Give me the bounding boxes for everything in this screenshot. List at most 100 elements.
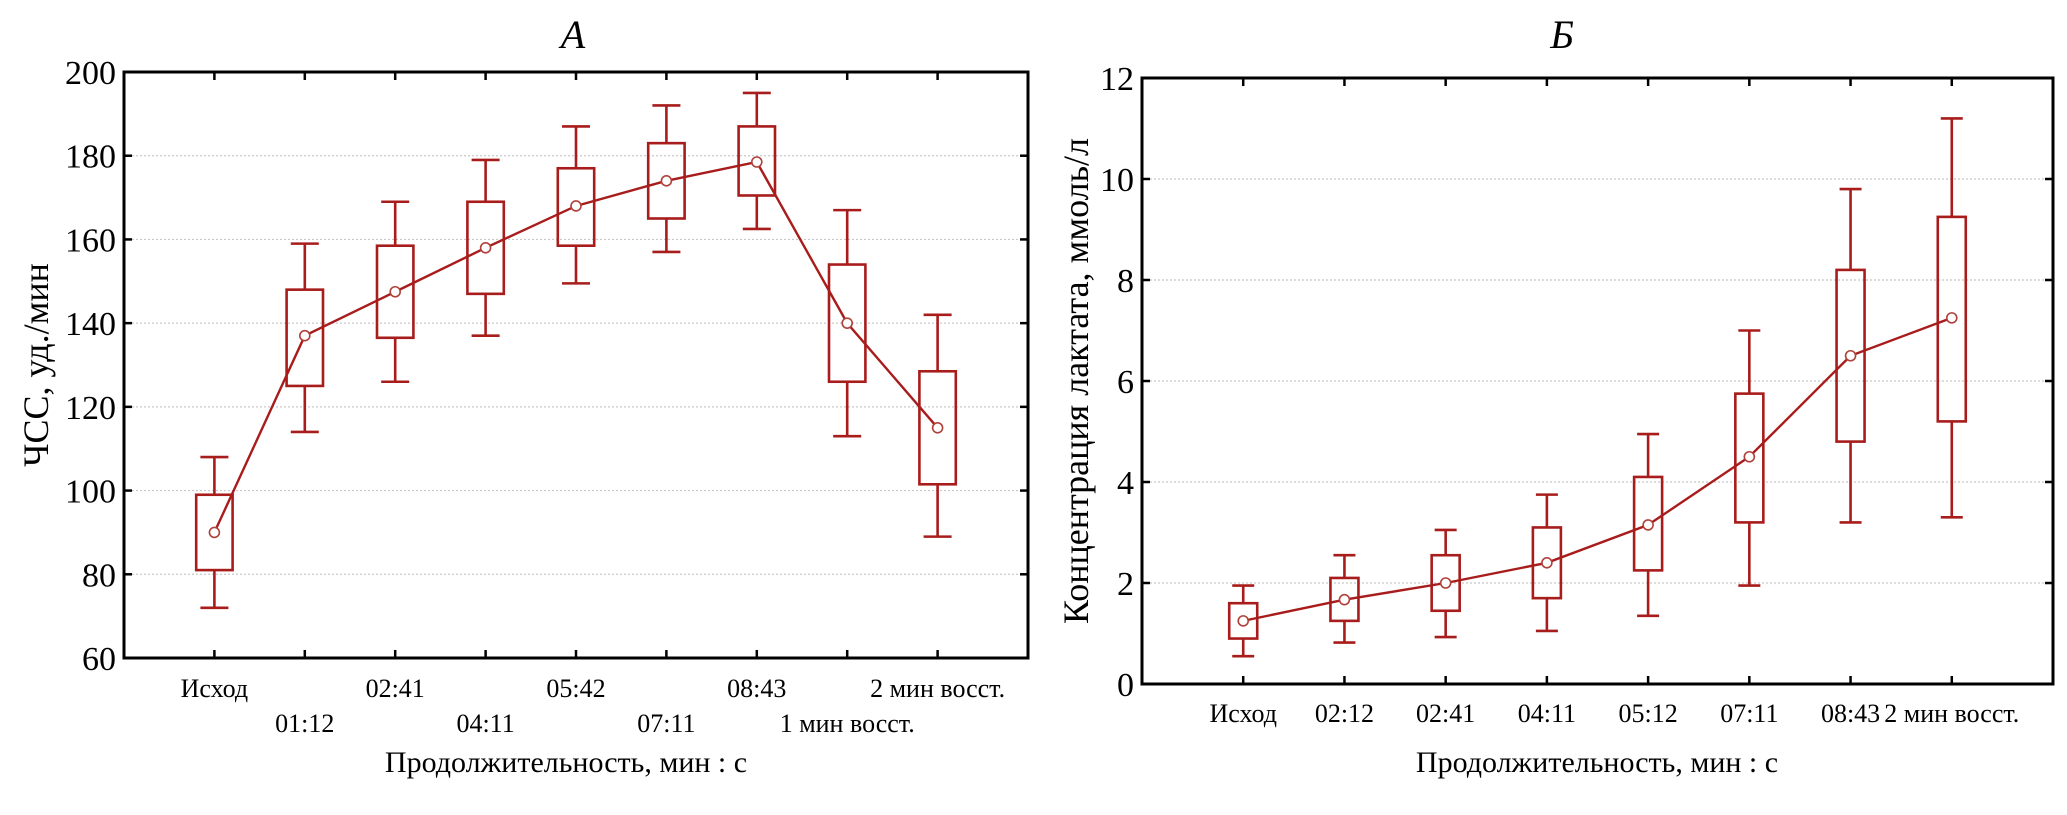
box (737, 125, 777, 197)
y-tick-label: 10 (1100, 162, 1134, 199)
box-plot (1329, 553, 1360, 644)
mean-line-b (1242, 316, 1953, 623)
mean-point (1541, 556, 1553, 569)
box (1936, 215, 1968, 423)
box (918, 369, 958, 486)
box (375, 244, 415, 340)
mean-points-a (208, 156, 944, 539)
mean-points-b (1237, 312, 1958, 627)
box-plot (556, 125, 596, 285)
box (1329, 576, 1360, 623)
box (194, 493, 234, 572)
x-tick-label: 02:41 (366, 674, 425, 703)
box (646, 141, 686, 220)
x-tick-labels-a: Исход 01:12 02:41 04:11 05:42 07:11 08:43 1 мин… (181, 674, 1005, 738)
box-plot (1632, 432, 1664, 618)
box (1531, 526, 1563, 600)
x-tick-labels-b: Исход 02:12 02:41 04:11 05:12 07:11 08:43 2 мин… (1209, 699, 2019, 728)
box-plot (646, 104, 686, 254)
plot-frame-a (122, 70, 1030, 660)
x-tick-label: 01:12 (275, 709, 334, 738)
x-tick-label: 08:43 (1821, 699, 1880, 728)
mean-point (389, 285, 402, 298)
box (1835, 268, 1866, 443)
x-tick-label: Исход (181, 674, 248, 703)
box-plot (285, 242, 325, 434)
x-tick-label: 2 мин восст. (1884, 699, 2019, 728)
x-tick-label: 02:12 (1315, 699, 1374, 728)
boxes-b (1227, 117, 1968, 658)
box-plot (827, 208, 867, 438)
box (285, 288, 325, 388)
y-tick-label: 60 (82, 641, 116, 678)
mean-point (570, 200, 582, 212)
y-tick-label: 0 (1117, 667, 1134, 704)
chart-panel-b: Б 0 2 4 6 8 10 12 Исход 02:12 02:41 04:11 05:12 07:… (1056, 12, 2055, 779)
y-tick-label: 120 (65, 390, 116, 427)
box (556, 166, 596, 248)
y-tick-label: 180 (65, 139, 116, 176)
box-plot (1227, 584, 1259, 658)
box-plot (194, 455, 234, 610)
mean-point (1945, 312, 1958, 324)
y-tick-label: 8 (1117, 263, 1134, 300)
box (1430, 553, 1461, 613)
box (1632, 475, 1664, 572)
x-axis-label-b: Продолжительность, мин : с (1416, 746, 1778, 779)
x-axis-label-a: Продолжительность, мин : с (385, 746, 747, 779)
mean-point (1743, 450, 1756, 463)
y-tick-label: 140 (65, 306, 116, 343)
x-tick-label: 04:11 (1518, 699, 1576, 728)
y-tick-label: 12 (1100, 61, 1134, 98)
x-tick-label: 08:43 (727, 674, 786, 703)
mean-point (1338, 593, 1351, 606)
x-tick-label: 2 мин восст. (870, 674, 1005, 703)
box (466, 200, 506, 296)
y-axis-label-a: ЧСС, уд./мин (16, 263, 56, 467)
y-tick-label: 4 (1117, 465, 1134, 502)
y-tick-label: 160 (65, 222, 116, 259)
x-tick-label: 04:11 (456, 709, 514, 738)
mean-point (841, 317, 854, 329)
mean-point (208, 526, 221, 539)
box-plot (737, 91, 777, 231)
box-plot (1936, 117, 1968, 519)
y-tick-label: 2 (1117, 566, 1134, 603)
box (1734, 392, 1765, 524)
x-tick-label: Исход (1209, 699, 1276, 728)
mean-point (660, 175, 673, 187)
y-axis-label-b: Концентрация лактата, ммоль/л (1056, 138, 1096, 624)
box-plot (1430, 528, 1461, 639)
box (827, 263, 867, 384)
y-tick-label: 100 (65, 474, 116, 511)
mean-point (931, 421, 944, 434)
mean-point (1439, 577, 1452, 589)
gridlines-a (124, 155, 1028, 575)
mean-point (1237, 615, 1250, 627)
box-plot (1734, 329, 1765, 587)
boxes-a (194, 91, 958, 610)
mean-point (1642, 519, 1654, 531)
mean-point (1844, 349, 1857, 362)
x-tick-label: 07:11 (1720, 699, 1778, 728)
box-plot (466, 158, 506, 338)
gridlines-b (1142, 178, 2053, 584)
mean-point (298, 329, 311, 342)
x-tick-label: 05:42 (546, 674, 605, 703)
mean-point (750, 156, 763, 168)
x-tick-label: 05:12 (1618, 699, 1677, 728)
x-tick-label: 07:11 (637, 709, 695, 738)
box-plot (375, 200, 415, 384)
y-tick-labels-b: 0 2 4 6 8 10 12 (1100, 61, 1134, 704)
mean-point (479, 242, 492, 254)
box (1227, 601, 1259, 640)
y-tick-labels-a: 60 80 100 120 140 160 180 200 (65, 55, 116, 678)
x-tick-label: 1 мин восст. (780, 709, 915, 738)
y-tick-label: 80 (82, 557, 116, 594)
box-plot (918, 313, 958, 538)
box-plot (1531, 493, 1563, 633)
chart-title-a: А (558, 12, 586, 57)
plot-frame-b (1140, 76, 2055, 686)
box-plot (1835, 187, 1866, 524)
